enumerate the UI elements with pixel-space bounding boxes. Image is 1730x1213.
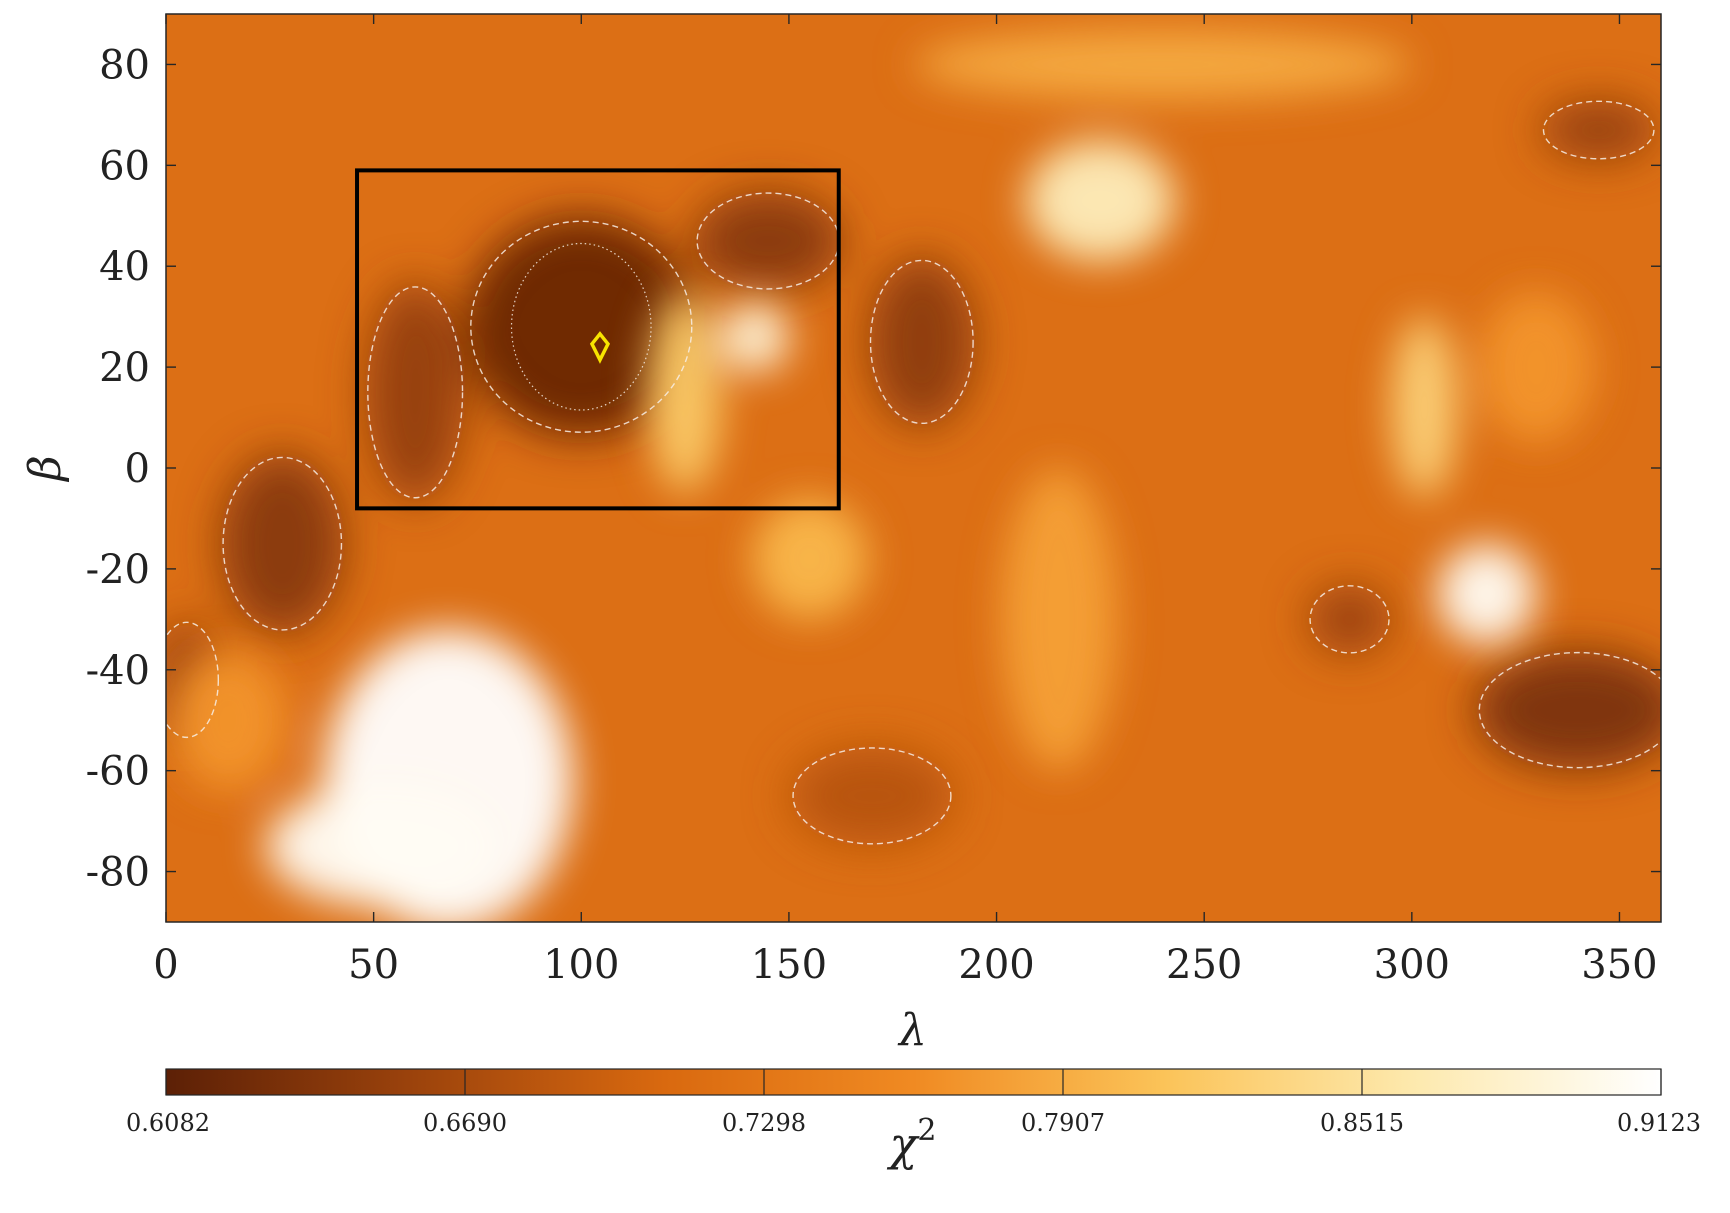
dark-region-6 xyxy=(1540,99,1657,161)
dashed-contour-6 xyxy=(1542,100,1655,160)
highlight-box xyxy=(355,168,841,511)
x-axis-label: λ xyxy=(897,1005,927,1056)
colorbar xyxy=(165,1068,1662,1096)
colorbar-tick-label-2: 0.7298 xyxy=(722,1109,806,1137)
y-tick-label-7: -60 xyxy=(86,749,150,795)
dashed-contour-8 xyxy=(166,621,220,739)
colorbar-tick-label-1: 0.6690 xyxy=(423,1109,507,1137)
colorbar-tick-label-0: 0.6082 xyxy=(126,1109,210,1137)
y-tick-label-5: -20 xyxy=(86,547,150,593)
bright-region-10 xyxy=(170,649,287,791)
x-tick-label-6: 300 xyxy=(1374,942,1450,988)
colorbar-label-base: χ xyxy=(887,1117,921,1171)
x-tick-label-3: 150 xyxy=(751,942,827,988)
colorbar-tick-label-3: 0.7907 xyxy=(1021,1109,1105,1137)
dashed-contour-9 xyxy=(792,747,952,845)
x-tick-label-2: 100 xyxy=(543,942,619,988)
dashed-contour-7 xyxy=(1309,585,1390,654)
y-tick-label-8: -80 xyxy=(86,850,150,896)
bright-region-1 xyxy=(265,785,499,907)
y-tick-label-1: 60 xyxy=(99,143,150,189)
dashed-contour-3 xyxy=(367,286,464,499)
bright-region-8 xyxy=(1000,468,1117,771)
colorbar-ticks: 0.6082 0.6690 0.7298 0.7907 0.8515 0.9123 xyxy=(126,1069,1701,1137)
dark-region-3 xyxy=(365,281,465,504)
dark-region-9 xyxy=(788,745,956,847)
dark-region-4 xyxy=(867,256,976,428)
bright-region-2 xyxy=(1025,140,1176,262)
dashed-contour-2 xyxy=(222,456,343,631)
x-tick-label-4: 200 xyxy=(958,942,1034,988)
dark-region-0 xyxy=(465,215,698,438)
dashed-contour-5 xyxy=(1478,651,1661,769)
contour-lines xyxy=(166,100,1661,845)
colorbar-label: χ2 xyxy=(887,1113,937,1171)
y-tick-label-0: 80 xyxy=(99,42,150,88)
x-axis-ticks: 0 50 100 150 200 250 300 350 xyxy=(153,14,1658,988)
y-tick-label-6: -40 xyxy=(86,648,150,694)
dark-region-5 xyxy=(1474,649,1661,771)
dashed-contour-4 xyxy=(869,259,974,425)
bright-region-6 xyxy=(647,291,723,494)
y-tick-label-4: 0 xyxy=(125,446,150,492)
dark-region-2 xyxy=(219,452,345,635)
bright-region-9 xyxy=(913,29,1412,100)
x-tick-label-0: 0 xyxy=(153,942,178,988)
dotted-contour-core xyxy=(510,242,652,411)
bright-region-4 xyxy=(1436,543,1537,645)
bright-region-3 xyxy=(722,301,789,373)
colorbar-label-exponent: 2 xyxy=(917,1113,936,1148)
high-chi-squared-regions xyxy=(170,29,1595,922)
dashed-contour-0 xyxy=(470,220,693,433)
y-axis-label: β xyxy=(20,455,71,482)
bright-region-5 xyxy=(1391,316,1458,499)
x-tick-label-1: 50 xyxy=(348,942,399,988)
colorbar-tick-label-4: 0.8515 xyxy=(1320,1109,1404,1137)
y-tick-label-2: 40 xyxy=(99,244,150,290)
bright-region-7 xyxy=(751,498,868,620)
colorbar-tick-label-5: 0.9123 xyxy=(1617,1109,1701,1137)
dark-region-1 xyxy=(693,190,843,292)
dark-region-7 xyxy=(1308,584,1392,655)
minimum-marker xyxy=(589,331,611,364)
x-tick-label-7: 350 xyxy=(1581,942,1657,988)
y-axis-ticks: 80 60 40 20 0 -20 -40 -60 -80 xyxy=(86,42,1661,896)
bright-region-11 xyxy=(1478,291,1595,443)
x-tick-label-5: 250 xyxy=(1166,942,1242,988)
y-tick-label-3: 20 xyxy=(99,345,150,391)
